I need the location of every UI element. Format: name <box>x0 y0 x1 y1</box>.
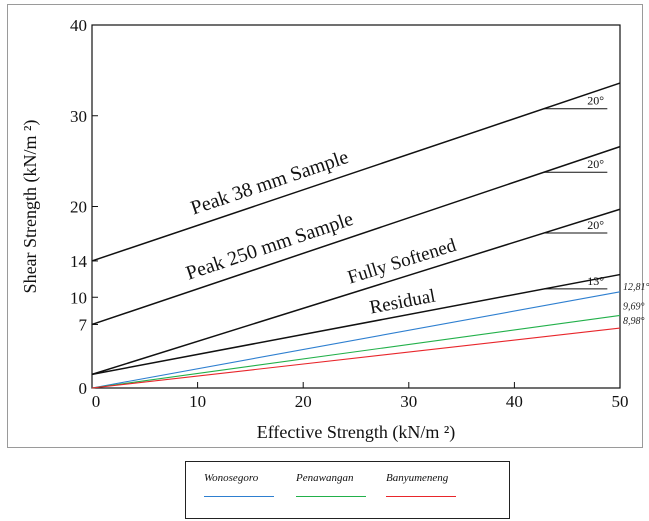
plot-border <box>91 24 621 389</box>
series-line-penawangan <box>91 314 621 389</box>
legend: Wonosegoro Penawangan Banyumeneng <box>185 461 510 519</box>
angle-label: 20° <box>587 218 604 232</box>
plot-area: 0 10 20 30 40 50 0 7 10 14 20 30 40 Peak 38 mm Sample… <box>70 16 649 411</box>
series-line-residual <box>91 273 621 376</box>
y-axis-label: Shear Strength (kN/m ²) <box>20 120 41 294</box>
chart-frame <box>7 4 643 448</box>
x-tick-label: 40 <box>506 392 523 411</box>
angle-label: 20° <box>587 157 604 171</box>
y-tick-label: 40 <box>70 16 87 35</box>
y-tick-label: 10 <box>70 288 87 307</box>
y-tick-label: 20 <box>70 198 87 217</box>
x-tick-label: 10 <box>189 392 206 411</box>
series-line-wonosegoro <box>91 291 621 389</box>
series-line-fully-softened <box>91 208 621 376</box>
series-label-peak-38-mm-sample: Peak 38 mm Sample <box>188 146 351 220</box>
series-label-fully-softened: Fully Softened <box>345 235 459 289</box>
x-tick-label: 0 <box>92 392 101 411</box>
y-tick-label: 7 <box>79 315 88 334</box>
legend-label-wonosegoro: Wonosegoro <box>204 472 259 484</box>
end-angle-label: 8,98° <box>623 316 645 327</box>
y-tick-label: 30 <box>70 107 87 126</box>
end-angle-label: 9,69° <box>623 301 645 312</box>
series-line-peak-38-mm-sample <box>91 82 621 262</box>
x-tick-label: 20 <box>295 392 312 411</box>
legend-label-banyumeneng: Banyumeneng <box>386 472 449 484</box>
series-line-peak-250-mm-sample <box>91 145 621 326</box>
x-tick-label: 30 <box>400 392 417 411</box>
series-line-banyumeneng <box>91 327 621 389</box>
x-axis-label: Effective Strength (kN/m ²) <box>257 422 456 443</box>
legend-label-penawangan: Penawangan <box>296 472 354 484</box>
x-tick-label: 50 <box>612 392 629 411</box>
end-angle-label: 12,81° <box>623 282 649 293</box>
legend-swatch-wonosegoro <box>204 496 274 497</box>
legend-swatch-penawangan <box>296 496 366 497</box>
legend-swatch-banyumeneng <box>386 496 456 497</box>
angle-label: 13° <box>587 274 604 288</box>
chart-svg: 0 10 20 30 40 50 0 7 10 14 20 30 40 Peak 38 mm Sample… <box>20 16 649 443</box>
series-label-peak-250-mm-sample: Peak 250 mm Sample <box>183 208 356 285</box>
y-tick-label: 14 <box>70 252 88 271</box>
series-label-residual: Residual <box>368 286 437 319</box>
y-tick-label: 0 <box>79 379 88 398</box>
angle-label: 20° <box>587 94 604 108</box>
